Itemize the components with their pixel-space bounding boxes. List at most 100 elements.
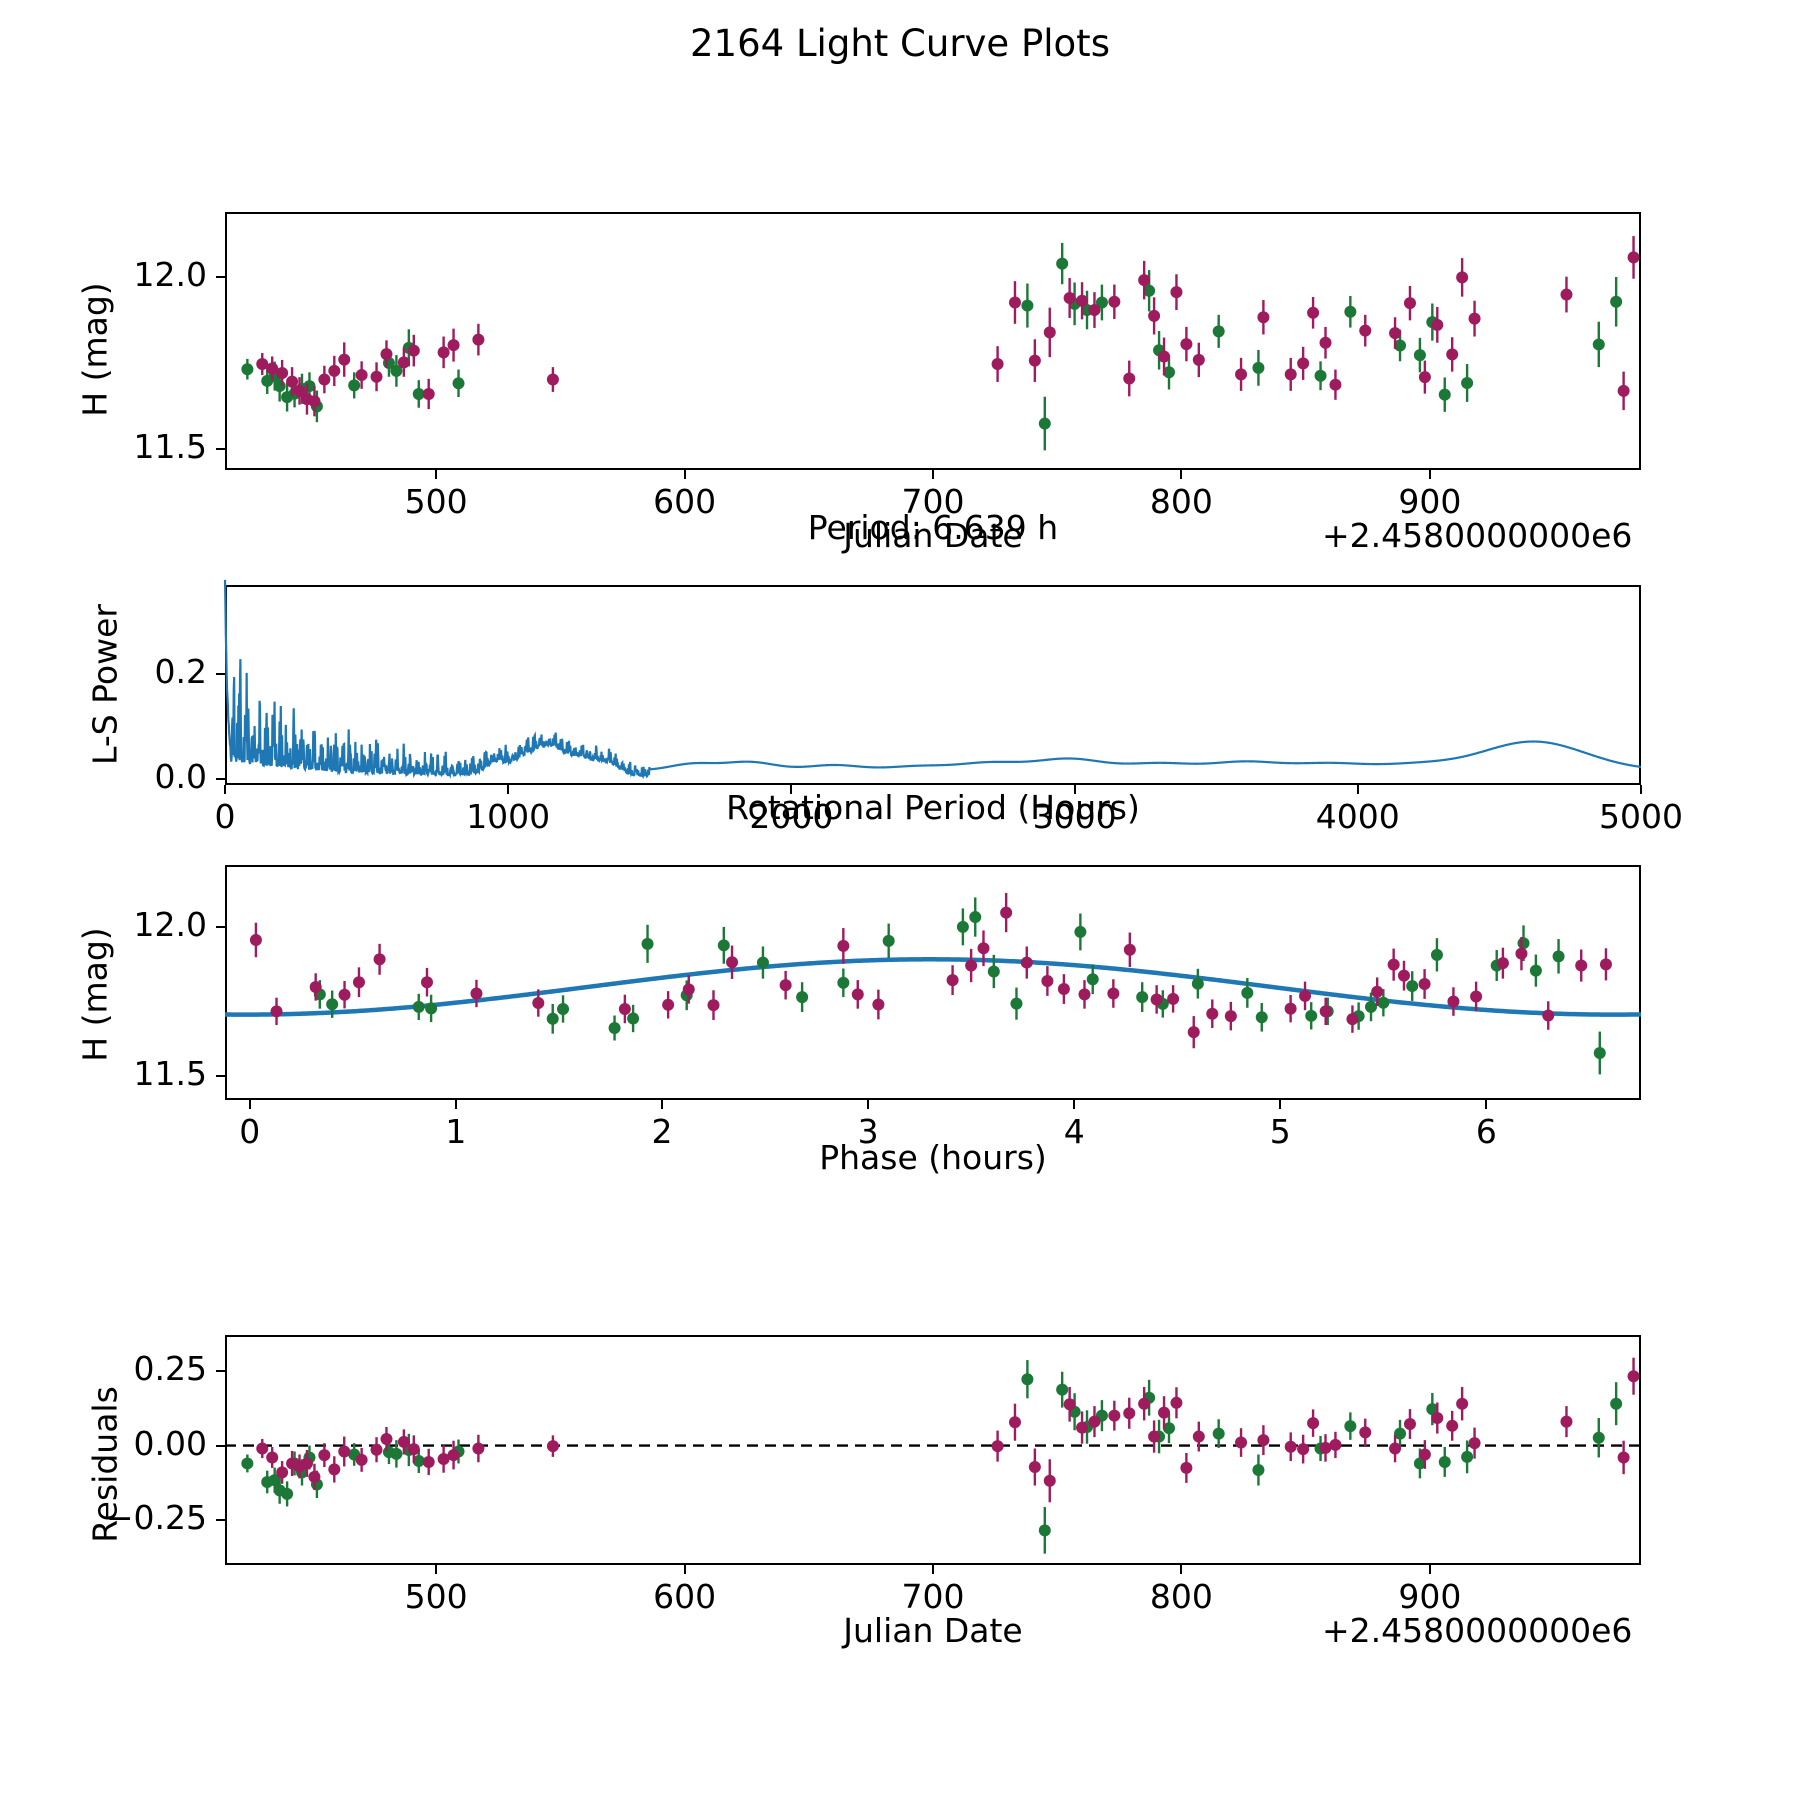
- data-point: [946, 974, 959, 987]
- x-tick-label: 0: [239, 1112, 261, 1151]
- data-point: [380, 1432, 393, 1445]
- x-tickmark: [1428, 1565, 1431, 1574]
- data-point: [987, 965, 1000, 978]
- data-point: [1212, 325, 1225, 338]
- data-point: [662, 998, 675, 1011]
- data-point: [1212, 1427, 1225, 1440]
- data-point: [1297, 1443, 1310, 1456]
- data-point: [1076, 1421, 1089, 1434]
- data-point: [851, 988, 864, 1001]
- data-point: [1447, 995, 1460, 1008]
- data-point: [1627, 1370, 1640, 1383]
- data-point: [546, 1440, 559, 1453]
- data-point: [318, 1449, 331, 1462]
- y-tickmark: [216, 276, 225, 279]
- data-point: [608, 1022, 621, 1035]
- series-green: [313, 897, 1606, 1075]
- data-point: [281, 1487, 294, 1500]
- data-point: [390, 364, 403, 377]
- data-point: [273, 380, 286, 393]
- data-point: [266, 362, 279, 375]
- data-point: [1592, 338, 1605, 351]
- data-point: [1180, 1461, 1193, 1474]
- data-point: [726, 956, 739, 969]
- series-green: [241, 242, 1623, 451]
- data-point: [1552, 950, 1565, 963]
- data-point: [338, 1445, 351, 1458]
- x-tickmark: [224, 785, 226, 794]
- x-tickmark: [867, 1100, 870, 1109]
- data-point: [1394, 339, 1407, 352]
- data-point: [1158, 1406, 1171, 1419]
- data-point: [425, 1002, 438, 1015]
- data-point: [407, 1443, 420, 1456]
- data-point: [1446, 348, 1459, 361]
- x-tick-label: 1000: [466, 797, 551, 836]
- x-tick-label: 600: [653, 1577, 717, 1616]
- y-tick-label: 12.0: [133, 905, 207, 945]
- data-point: [407, 344, 420, 357]
- x-tickmark: [790, 785, 793, 794]
- y-tickmark: [216, 926, 225, 929]
- data-point: [991, 1440, 1004, 1453]
- data-point: [309, 980, 322, 993]
- data-point: [756, 956, 769, 969]
- data-point: [1517, 937, 1530, 950]
- data-point: [1468, 1437, 1481, 1450]
- x-tickmark: [435, 1565, 438, 1574]
- data-point: [1284, 368, 1297, 381]
- data-point: [1456, 1397, 1469, 1410]
- x-tick-label: 700: [901, 482, 965, 521]
- lightcurve-x-offset-text: +2.4580000000e6: [1322, 516, 1633, 555]
- data-point: [641, 937, 654, 950]
- data-point: [991, 358, 1004, 371]
- data-point: [1074, 925, 1087, 938]
- data-point: [1299, 989, 1312, 1002]
- data-point: [1078, 988, 1091, 1001]
- panel-periodogram: L-S Power Rotational Period (Hours) Peri…: [0, 500, 1800, 840]
- data-point: [1158, 350, 1171, 363]
- data-point: [1403, 297, 1416, 310]
- data-point: [1021, 299, 1034, 312]
- residuals-canvas: [225, 1357, 1641, 1554]
- data-point: [397, 1435, 410, 1448]
- data-point: [965, 959, 978, 972]
- data-point: [1371, 985, 1384, 998]
- data-point: [1575, 959, 1588, 972]
- data-point: [1461, 1450, 1474, 1463]
- data-point: [1123, 943, 1136, 956]
- x-tickmark: [1640, 785, 1642, 794]
- data-point: [447, 1449, 460, 1462]
- data-point: [412, 387, 425, 400]
- x-tick-label: 0: [214, 797, 236, 836]
- data-point: [1387, 958, 1400, 971]
- data-point: [1138, 274, 1151, 287]
- data-point: [1529, 964, 1542, 977]
- data-point: [1364, 1000, 1377, 1013]
- data-point: [1056, 1383, 1069, 1396]
- y-tickmark: [216, 1519, 225, 1522]
- data-point: [338, 353, 351, 366]
- data-point: [1108, 1409, 1121, 1422]
- data-point: [1431, 1412, 1444, 1425]
- y-tick-label: 0.00: [133, 1423, 207, 1463]
- x-tick-label: 1: [445, 1112, 467, 1151]
- data-point: [872, 998, 885, 1011]
- data-point: [1431, 318, 1444, 331]
- periodogram-axes: [225, 585, 1641, 785]
- data-point: [373, 953, 386, 966]
- data-point: [717, 939, 730, 952]
- data-point: [1038, 1524, 1051, 1537]
- data-point: [682, 983, 695, 996]
- x-tickmark: [1356, 785, 1359, 794]
- data-point: [1542, 1009, 1555, 1022]
- data-point: [470, 987, 483, 1000]
- data-point: [249, 933, 262, 946]
- x-tickmark: [932, 1565, 934, 1574]
- data-point: [1377, 996, 1390, 1009]
- y-tick-label: 12.0: [133, 255, 207, 295]
- data-point: [1043, 1474, 1056, 1487]
- data-point: [1028, 1461, 1041, 1474]
- data-point: [1235, 1436, 1248, 1449]
- data-point: [420, 976, 433, 989]
